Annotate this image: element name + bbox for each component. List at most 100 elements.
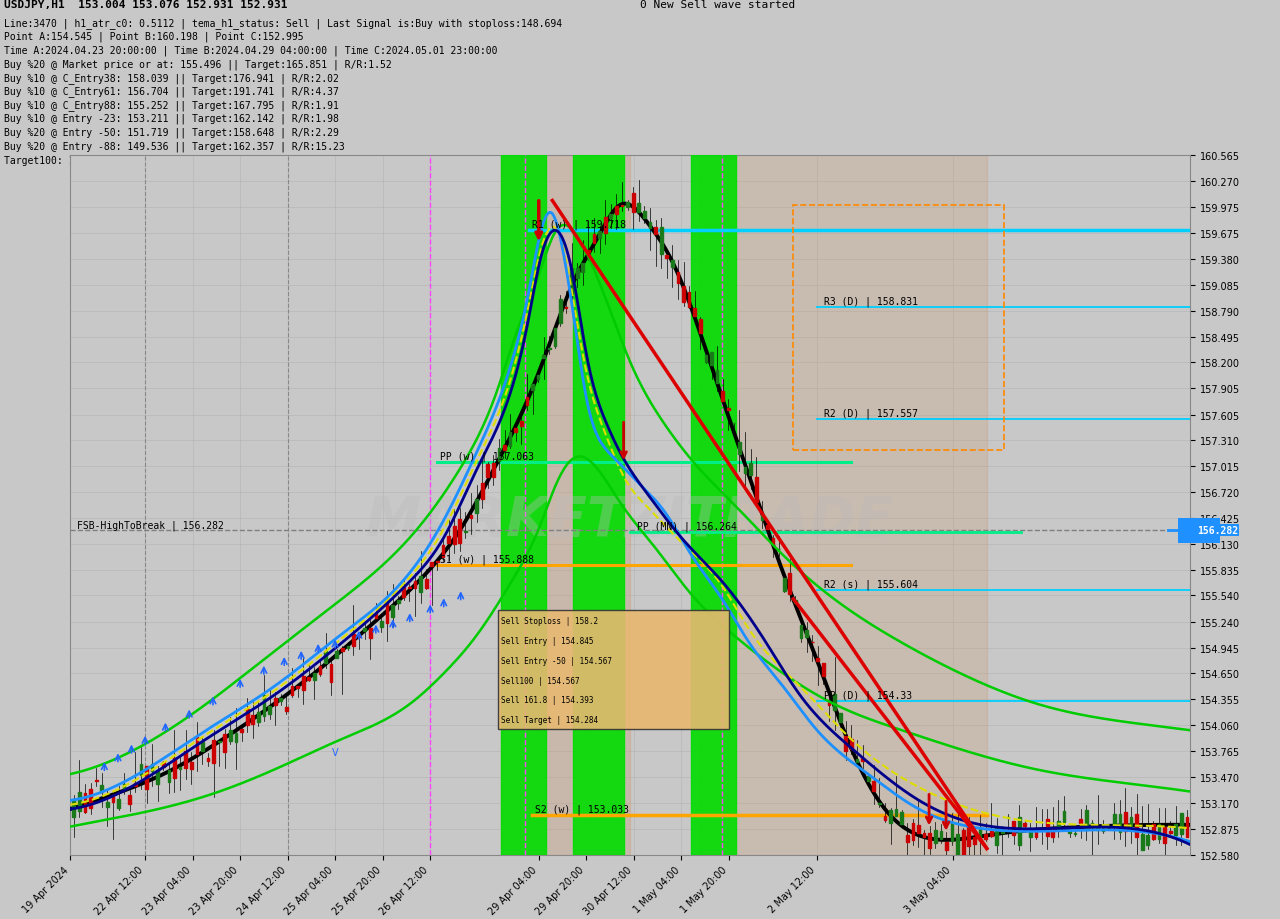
Bar: [744, 467, 746, 473]
Bar: [900, 811, 904, 823]
Bar: [867, 777, 869, 781]
Bar: [179, 766, 182, 769]
Bar: [492, 464, 494, 478]
Bar: [375, 613, 378, 618]
Bar: [979, 827, 982, 840]
Bar: [1062, 811, 1065, 822]
Bar: [364, 629, 366, 631]
Text: Buy %20 @ Entry -50: 151.719 || Target:158.648 | R/R:2.29: Buy %20 @ Entry -50: 151.719 || Target:1…: [4, 128, 339, 138]
Bar: [833, 694, 836, 709]
Bar: [151, 764, 154, 772]
Bar: [559, 300, 562, 323]
Bar: [279, 698, 282, 701]
Bar: [581, 264, 584, 273]
Bar: [498, 610, 728, 729]
Bar: [380, 621, 383, 627]
Bar: [783, 578, 786, 591]
Bar: [140, 765, 142, 776]
Bar: [212, 740, 215, 763]
Bar: [145, 766, 148, 789]
Bar: [369, 629, 371, 639]
Bar: [475, 500, 477, 514]
Bar: [794, 206, 1004, 450]
Bar: [637, 204, 640, 213]
Bar: [691, 156, 736, 855]
Bar: [502, 156, 545, 855]
Bar: [878, 803, 881, 804]
Bar: [1029, 828, 1032, 836]
Bar: [571, 268, 573, 295]
Bar: [1175, 823, 1178, 835]
Text: USDJPY,H1  153.004 153.076 152.931 152.931: USDJPY,H1 153.004 153.076 152.931 152.93…: [4, 0, 287, 10]
Bar: [206, 758, 210, 761]
Bar: [984, 834, 987, 839]
Bar: [291, 686, 293, 696]
Text: Buy %20 @ Entry -88: 149.536 || Target:162.357 | R/R:15.23: Buy %20 @ Entry -88: 149.536 || Target:1…: [4, 141, 344, 152]
Bar: [257, 712, 260, 722]
Bar: [163, 762, 165, 767]
Text: R3 (D) | 158.831: R3 (D) | 158.831: [824, 297, 918, 307]
Bar: [1147, 834, 1149, 845]
Bar: [156, 770, 159, 784]
Bar: [134, 783, 137, 787]
Bar: [425, 580, 428, 588]
Bar: [961, 830, 965, 857]
Bar: [1069, 829, 1071, 833]
Bar: [632, 194, 635, 212]
Bar: [1119, 814, 1121, 832]
Bar: [168, 770, 170, 782]
Bar: [767, 525, 769, 529]
Bar: [324, 652, 326, 664]
Text: S1 (w) | 155.888: S1 (w) | 155.888: [440, 554, 534, 564]
Bar: [531, 385, 534, 391]
Bar: [436, 561, 439, 562]
Bar: [246, 709, 248, 725]
Text: Point A:154.545 | Point B:160.198 | Point C:152.995: Point A:154.545 | Point B:160.198 | Poin…: [4, 32, 303, 42]
Bar: [649, 222, 652, 229]
Bar: [526, 397, 529, 405]
Bar: [1157, 823, 1161, 839]
Bar: [502, 156, 631, 855]
Bar: [347, 646, 349, 648]
Bar: [928, 834, 931, 848]
Bar: [760, 516, 763, 521]
Bar: [90, 789, 92, 808]
Bar: [458, 519, 461, 543]
Bar: [1096, 827, 1098, 830]
Bar: [817, 659, 819, 662]
Bar: [447, 536, 451, 543]
Bar: [694, 308, 696, 317]
Text: Target100: 158.648 | Target 161: 162.142 | Target 261: 167.795 | Target 423: 176: Target100: 158.648 | Target 161: 162.142…: [4, 154, 803, 165]
Bar: [576, 269, 579, 278]
Bar: [1169, 831, 1171, 833]
Bar: [671, 261, 673, 267]
Text: PP (D) | 154.33: PP (D) | 154.33: [824, 690, 911, 700]
Bar: [357, 636, 361, 638]
Bar: [883, 816, 886, 820]
Bar: [335, 652, 338, 658]
Bar: [1152, 824, 1155, 839]
Bar: [330, 664, 333, 682]
Bar: [83, 793, 86, 811]
Bar: [716, 371, 718, 384]
Bar: [918, 825, 920, 833]
Text: 156.282: 156.282: [1197, 526, 1238, 536]
Bar: [262, 696, 265, 716]
Bar: [940, 832, 942, 840]
Bar: [430, 562, 433, 566]
Text: Sell100 | 154.567: Sell100 | 154.567: [502, 675, 580, 685]
Bar: [598, 232, 602, 239]
Bar: [1057, 822, 1060, 831]
Bar: [73, 800, 76, 818]
Bar: [296, 686, 300, 688]
Bar: [873, 781, 876, 791]
Text: V: V: [332, 747, 338, 757]
Bar: [1079, 820, 1082, 823]
Text: 0 New Sell wave started: 0 New Sell wave started: [640, 0, 795, 10]
Bar: [307, 677, 310, 680]
Bar: [106, 802, 109, 808]
Bar: [1001, 828, 1004, 834]
Bar: [314, 673, 316, 680]
Bar: [609, 215, 612, 219]
Text: Buy %10 @ C_Entry88: 155.252 || Target:167.795 | R/R:1.91: Buy %10 @ C_Entry88: 155.252 || Target:1…: [4, 100, 339, 111]
